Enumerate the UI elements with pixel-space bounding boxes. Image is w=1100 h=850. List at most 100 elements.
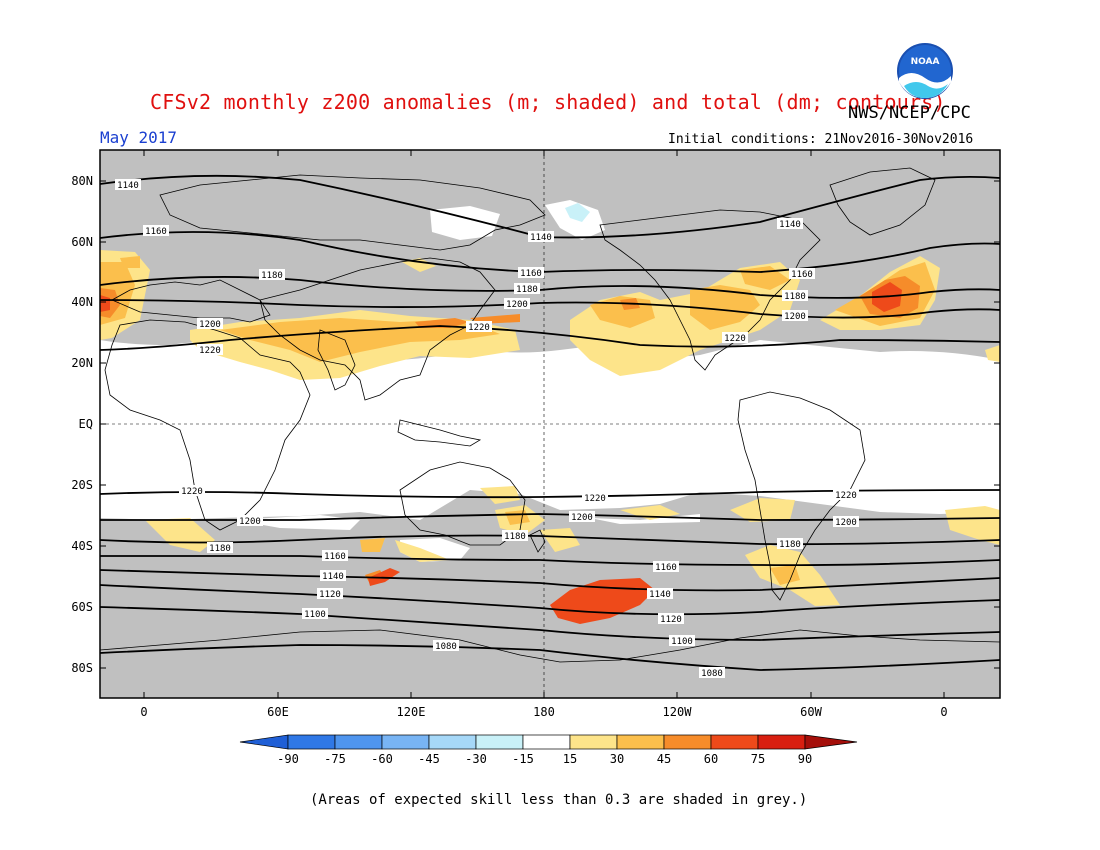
colorbar-label: 30	[610, 752, 624, 766]
contour-label: 1160	[789, 268, 815, 280]
contour-label-text: 1100	[304, 610, 326, 620]
contour-label: 1220	[179, 485, 205, 497]
contour-label-text: 1160	[791, 270, 813, 280]
contour-label-text: 1200	[571, 513, 593, 523]
contour-label: 1200	[504, 298, 530, 310]
contour-label: 1220	[722, 332, 748, 344]
contour-label-text: 1220	[468, 323, 490, 333]
colorbar-swatch	[287, 734, 336, 750]
contour-label-text: 1160	[145, 227, 167, 237]
chart-title: CFSv2 monthly z200 anomalies (m; shaded)…	[150, 90, 946, 114]
colorbar-swatch	[334, 734, 383, 750]
negative-anomaly-cyan	[565, 203, 590, 222]
lon-tick-label: 0	[940, 705, 947, 719]
contour-label: 1140	[777, 218, 803, 230]
contour-1140-nh	[100, 174, 1000, 239]
contour-label-text: 1140	[649, 590, 671, 600]
agency-label: NWS/NCEP/CPC	[848, 103, 971, 123]
contour-label: 1140	[320, 570, 346, 582]
greenland-coastline	[829, 167, 936, 236]
contour-1160-nh	[100, 231, 1000, 273]
colorbar: -90 -75 -60 -45 -30 -15 15 30 45 60 75 90	[239, 734, 858, 766]
contour-label: 1160	[518, 267, 544, 279]
colorbar-label: -45	[418, 752, 440, 766]
colorbar-label: -75	[324, 752, 346, 766]
contour-label-text: 1180	[209, 544, 231, 554]
contour-1180-sh	[100, 534, 1000, 546]
contour-label: 1180	[782, 290, 808, 302]
colorbar-label: -90	[277, 752, 299, 766]
contour-label-text: 1180	[261, 271, 283, 281]
lon-tick-label: 60W	[800, 705, 822, 719]
contour-label: 1200	[569, 511, 595, 523]
contour-label: 1200	[197, 318, 223, 330]
colorbar-label: 15	[563, 752, 577, 766]
lon-tick-label: 180	[533, 705, 555, 719]
contour-label-text: 1100	[671, 637, 693, 647]
indonesia-coastline	[397, 419, 482, 447]
contour-1160-sh	[100, 555, 1000, 567]
contour-label: 1220	[197, 344, 223, 356]
contour-label: 1180	[259, 269, 285, 281]
colorbar-label: 45	[657, 752, 671, 766]
lat-tick-label: 40S	[71, 539, 93, 553]
lat-tick-label: 80S	[71, 661, 93, 675]
lon-tick-label: 120E	[397, 705, 426, 719]
contour-label-text: 1160	[324, 552, 346, 562]
lat-tick-label: 60N	[71, 235, 93, 249]
contour-label-text: 1140	[530, 233, 552, 243]
colorbar-swatch	[428, 734, 477, 750]
lat-tick-label: 20N	[71, 356, 93, 370]
contour-label: 1180	[514, 283, 540, 295]
contour-label: 1220	[833, 489, 859, 501]
contour-label: 1120	[317, 588, 343, 600]
india-coastline	[317, 329, 356, 391]
lat-tick-label: EQ	[79, 417, 93, 431]
contour-label-text: 1180	[504, 532, 526, 542]
contour-1200-nh	[100, 299, 1000, 319]
lat-tick-label: 60S	[71, 600, 93, 614]
contour-1220-sh	[100, 489, 1000, 499]
contour-label-text: 1140	[322, 572, 344, 582]
contour-label: 1220	[582, 492, 608, 504]
contour-label: 1180	[777, 538, 803, 550]
coastlines	[100, 167, 1000, 663]
contour-labels: 1140 1160 1180 1200 1220 1140 1160 1180 1200 1220…	[115, 179, 859, 679]
contour-label: 1160	[653, 561, 679, 573]
lon-tick-label: 120W	[663, 705, 693, 719]
height-contours	[100, 174, 1000, 671]
contour-label: 1080	[433, 640, 459, 652]
colorbar-swatch	[757, 734, 806, 750]
contour-label: 1160	[322, 550, 348, 562]
map-layers	[100, 150, 1000, 698]
contour-label: 1100	[302, 608, 328, 620]
colorbar-swatch	[522, 734, 571, 750]
contour-label: 1140	[115, 179, 141, 191]
colorbar-swatch	[710, 734, 759, 750]
contour-label: 1140	[647, 588, 673, 600]
contour-label-text: 1080	[435, 642, 457, 652]
colorbar-label: 75	[751, 752, 765, 766]
footnote: (Areas of expected skill less than 0.3 a…	[310, 792, 808, 808]
contour-label-text: 1120	[319, 590, 341, 600]
contour-1080-sh	[100, 644, 1000, 671]
south-america-coastline	[737, 391, 866, 601]
contour-label-text: 1120	[660, 615, 682, 625]
contour-label: 1100	[669, 635, 695, 647]
contour-1120-sh	[100, 584, 1000, 616]
contour-label-text: 1180	[779, 540, 801, 550]
lat-tick-label: 80N	[71, 174, 93, 188]
north-asia-coastline	[159, 174, 546, 251]
contour-label: 1180	[502, 530, 528, 542]
contour-label-text: 1200	[506, 300, 528, 310]
contour-1140-sh	[100, 569, 1000, 592]
asia-coastline	[259, 257, 496, 401]
contour-label: 1200	[237, 515, 263, 527]
lon-tick-label: 60E	[267, 705, 289, 719]
contour-label: 1080	[699, 667, 725, 679]
colorbar-label: 60	[704, 752, 718, 766]
contour-label-text: 1220	[181, 487, 203, 497]
contour-label: 1200	[833, 516, 859, 528]
noaa-logo: NOAA	[897, 43, 953, 99]
